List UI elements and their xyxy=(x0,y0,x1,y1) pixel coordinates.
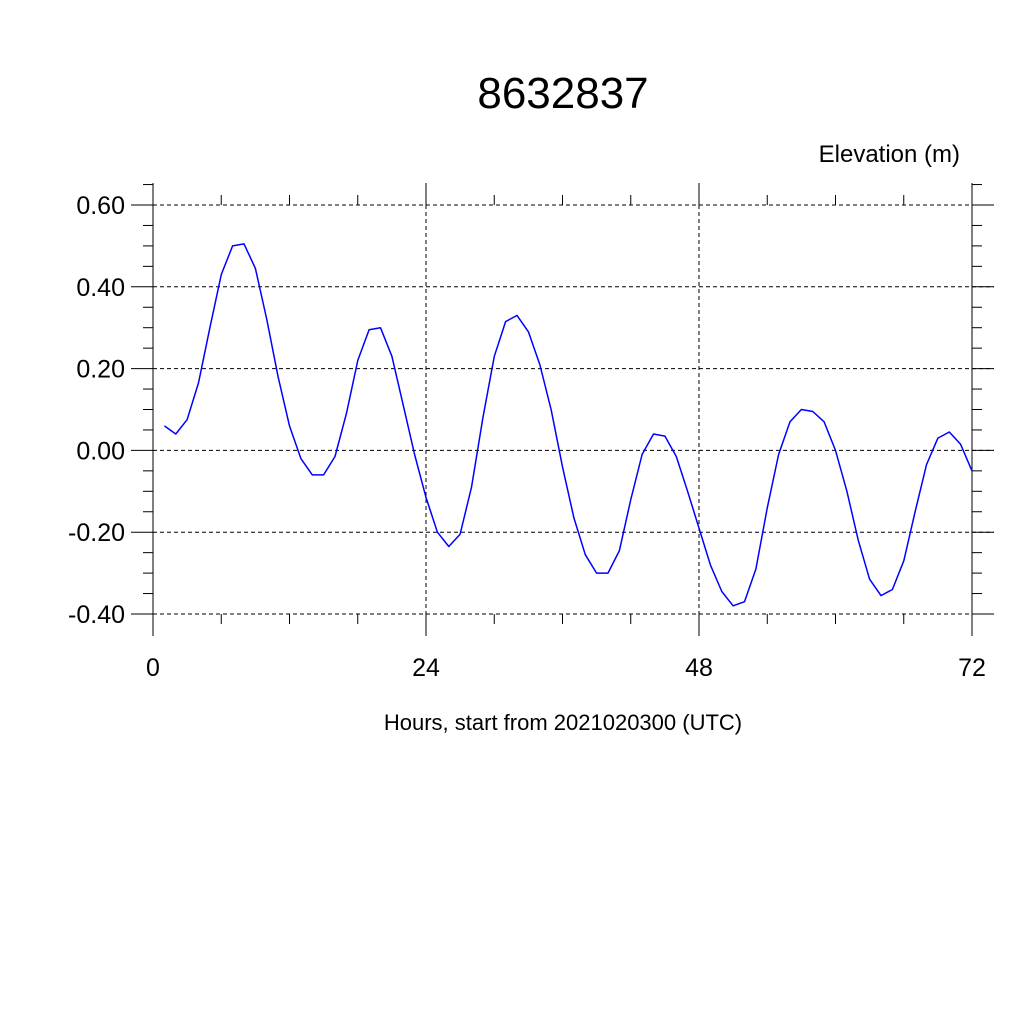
x-tick-label: 0 xyxy=(146,654,160,682)
series-layer xyxy=(163,243,973,607)
axes xyxy=(131,183,994,636)
y-tick-label: -0.40 xyxy=(68,601,125,629)
y-tick-label: 0.20 xyxy=(76,356,125,384)
tick-labels: 0.60 0.40 0.20 0.00 -0.20 -0.40 0 24 48 72 xyxy=(68,192,986,682)
series-line xyxy=(163,243,973,607)
chart-title: 8632837 xyxy=(477,69,648,118)
x-axis-label: Hours, start from 2021020300 (UTC) xyxy=(384,710,742,735)
y-tick-label: 0.60 xyxy=(76,192,125,220)
x-tick-label: 72 xyxy=(958,654,986,682)
x-tick-label: 48 xyxy=(685,654,713,682)
y-axis-label: Elevation (m) xyxy=(819,141,960,168)
x-tick-label: 24 xyxy=(412,654,440,682)
y-tick-label: -0.20 xyxy=(68,519,125,547)
y-tick-label: 0.40 xyxy=(76,274,125,302)
y-tick-label: 0.00 xyxy=(76,437,125,465)
grid xyxy=(153,184,994,634)
